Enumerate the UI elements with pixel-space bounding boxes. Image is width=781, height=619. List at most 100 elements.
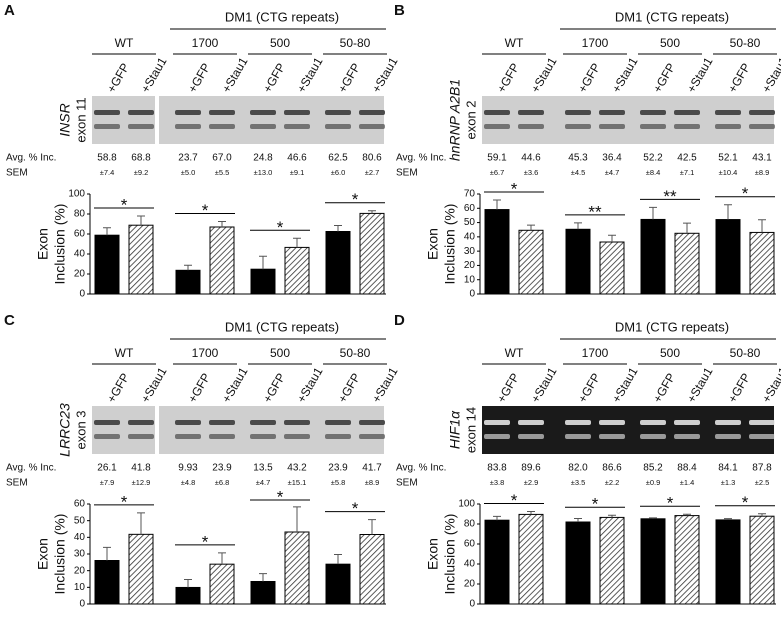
- sem-value: ±2.2: [605, 478, 620, 487]
- error-bar: [293, 237, 301, 248]
- sem-value: ±12.9: [132, 478, 151, 487]
- bar: [209, 563, 235, 605]
- lane-label: +Stau1: [138, 55, 169, 96]
- lane-label: +Stau1: [219, 55, 250, 96]
- supergroup-label: DM1 (CTG repeats): [615, 9, 729, 24]
- sem-row-label: SEM: [396, 168, 418, 179]
- gel-band: [640, 434, 666, 439]
- sem-value: ±2.9: [524, 478, 539, 487]
- avg-value: 42.5: [677, 153, 697, 164]
- avg-value: 83.8: [487, 463, 507, 474]
- gel: [92, 96, 384, 144]
- error-bar: [218, 552, 226, 565]
- panel: B DM1 (CTG repeats)WT 1700 500 50-80+GFP59.1…: [394, 2, 781, 300]
- sem-value: ±5.0: [181, 168, 196, 177]
- sem-value: ±3.6: [524, 168, 539, 177]
- significance-label: *: [592, 495, 599, 514]
- y-tick-label: 40: [464, 559, 476, 570]
- bar: [284, 246, 310, 295]
- error-bar: [758, 513, 766, 517]
- group-label: 500: [660, 346, 680, 360]
- y-tick-label: 40: [74, 249, 86, 260]
- y-tick-label: 30: [464, 246, 476, 257]
- lane-label: +GFP: [650, 61, 678, 95]
- y-tick-label: 60: [464, 203, 476, 214]
- sem-value: ±7.9: [100, 478, 115, 487]
- gel-band: [599, 110, 625, 115]
- gel-band: [674, 110, 700, 115]
- bar: [599, 241, 625, 295]
- sem-row-label: SEM: [6, 478, 28, 489]
- bar: [749, 515, 775, 605]
- panel-letter: C: [4, 312, 15, 329]
- gel-band: [640, 110, 666, 115]
- gel-band: [674, 124, 700, 129]
- avg-value: 41.7: [362, 463, 382, 474]
- avg-value: 58.8: [97, 153, 117, 164]
- gel: [482, 406, 774, 454]
- gel-band: [640, 420, 666, 425]
- gel-band: [749, 434, 775, 439]
- y-tick-label: 20: [74, 269, 86, 280]
- gel-band: [94, 420, 120, 425]
- group-label: 50-80: [340, 36, 371, 50]
- gel-band: [250, 110, 276, 115]
- gene-label: hnRNP A2B1: [447, 79, 463, 161]
- lane-label: +GFP: [260, 371, 288, 405]
- avg-value: 23.9: [212, 463, 232, 474]
- group-label: 1700: [582, 346, 609, 360]
- gel-band: [128, 420, 154, 425]
- y-tick-label: 0: [79, 599, 85, 610]
- y-tick-label: 10: [464, 274, 476, 285]
- y-axis-label: Exon: [425, 538, 441, 570]
- error-bar: [493, 199, 501, 210]
- gene-label: LRRC23: [57, 403, 73, 457]
- bar: [484, 209, 510, 295]
- gel-band: [128, 124, 154, 129]
- gel-band: [715, 110, 741, 115]
- error-bar: [103, 227, 111, 236]
- gel-band: [565, 434, 591, 439]
- y-tick-label: 10: [74, 582, 86, 593]
- gel-band: [250, 124, 276, 129]
- sem-value: ±4.7: [605, 168, 620, 177]
- y-tick-label: 0: [469, 289, 475, 300]
- group-label: 1700: [192, 36, 219, 50]
- bar: [518, 513, 544, 605]
- gene-label: INSR: [57, 103, 73, 136]
- avg-value: 13.5: [253, 463, 273, 474]
- supergroup-label: DM1 (CTG repeats): [225, 9, 339, 24]
- exon-label: exon 2: [463, 100, 478, 139]
- group-label: WT: [115, 36, 134, 50]
- panel: C DM1 (CTG repeats)WT 1700 500 50-80+GFP26.1…: [4, 312, 401, 610]
- avg-value: 43.2: [287, 463, 307, 474]
- gel-band: [359, 110, 385, 115]
- error-bar: [527, 511, 535, 515]
- sem-value: ±4.7: [256, 478, 271, 487]
- y-axis-label: Inclusion (%): [442, 514, 458, 595]
- lane-label: +GFP: [335, 61, 363, 95]
- avg-value: 26.1: [97, 463, 117, 474]
- gel-band: [484, 434, 510, 439]
- gel-band: [674, 420, 700, 425]
- bar: [749, 231, 775, 295]
- sem-value: ±9.2: [134, 168, 149, 177]
- y-tick-label: 60: [74, 499, 86, 510]
- significance-label: *: [742, 493, 749, 512]
- group-label: WT: [115, 346, 134, 360]
- avg-row-label: Avg. % Inc.: [6, 153, 56, 164]
- error-bar: [574, 222, 582, 230]
- gel-band: [749, 124, 775, 129]
- sem-value: ±6.0: [331, 168, 346, 177]
- error-bar: [724, 204, 732, 220]
- error-bar: [649, 517, 657, 519]
- gel-band: [640, 124, 666, 129]
- bar: [674, 515, 700, 605]
- group-label: 50-80: [730, 36, 761, 50]
- y-tick-label: 100: [68, 189, 85, 200]
- gel-band: [518, 420, 544, 425]
- lane-label: +GFP: [335, 371, 363, 405]
- group-label: 1700: [582, 36, 609, 50]
- y-axis-label: Exon: [35, 228, 51, 260]
